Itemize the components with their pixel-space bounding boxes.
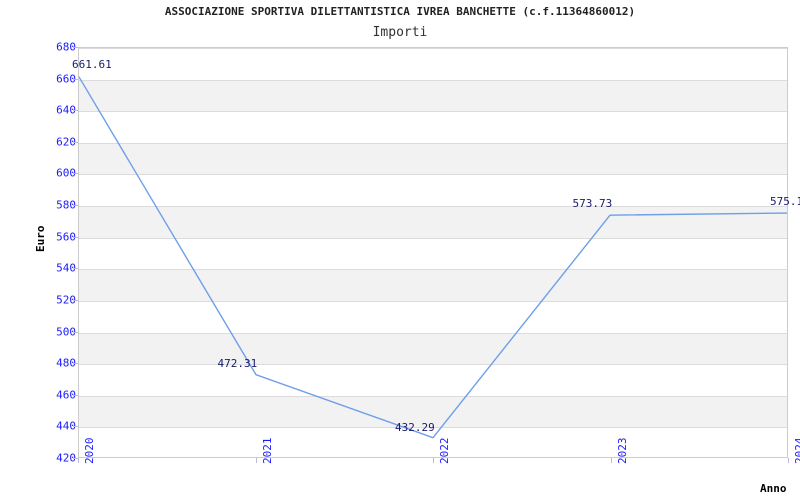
gridline xyxy=(79,48,787,49)
y-tick-mark xyxy=(73,458,78,459)
x-tick-mark xyxy=(611,458,612,463)
data-point-label: 573.73 xyxy=(572,196,613,210)
y-tick-label: 500 xyxy=(56,325,76,339)
y-tick-label: 660 xyxy=(56,72,76,86)
y-tick-mark xyxy=(73,268,78,269)
y-tick-label: 680 xyxy=(56,40,76,54)
x-axis-title: Anno xyxy=(760,482,787,495)
x-tick-label: 2020 xyxy=(83,437,96,465)
plot-area xyxy=(78,47,788,458)
data-point-label: 661.61 xyxy=(72,58,112,72)
data-point-label: 472.31 xyxy=(217,357,258,371)
y-tick-label: 560 xyxy=(56,230,76,244)
gridline xyxy=(79,333,787,334)
series-polyline xyxy=(79,77,787,438)
gridline xyxy=(79,269,787,270)
gridline xyxy=(79,143,787,144)
y-tick-mark xyxy=(73,332,78,333)
gridline xyxy=(79,206,787,207)
background-band xyxy=(79,206,787,238)
y-tick-label: 460 xyxy=(56,388,76,402)
data-point-label: 575.1 xyxy=(770,194,800,208)
background-band xyxy=(79,395,787,428)
y-tick-label: 420 xyxy=(56,451,76,465)
y-tick-mark xyxy=(73,363,78,364)
y-tick-mark xyxy=(73,173,78,174)
background-band xyxy=(79,332,787,365)
gridline xyxy=(79,396,787,397)
y-tick-label: 600 xyxy=(56,166,76,180)
y-tick-label: 580 xyxy=(56,198,76,212)
y-tick-mark xyxy=(73,237,78,238)
y-tick-mark xyxy=(73,205,78,206)
x-tick-label: 2024 xyxy=(793,437,800,465)
x-tick-mark xyxy=(78,458,79,463)
x-tick-mark xyxy=(788,458,789,463)
y-tick-label: 640 xyxy=(56,103,76,117)
gridline xyxy=(79,364,787,365)
data-point-label: 432.29 xyxy=(395,420,435,434)
background-band xyxy=(79,79,787,112)
x-tick-mark xyxy=(433,458,434,463)
y-tick-mark xyxy=(73,395,78,396)
y-tick-mark xyxy=(73,142,78,143)
chart-subtitle: Importi xyxy=(372,25,428,40)
y-tick-label: 480 xyxy=(56,356,76,370)
series-line-importi xyxy=(79,48,787,457)
y-tick-label: 520 xyxy=(56,293,76,307)
y-tick-label: 440 xyxy=(56,419,76,433)
gridline xyxy=(79,427,787,428)
y-tick-mark xyxy=(73,426,78,427)
y-tick-label: 620 xyxy=(56,135,76,149)
x-tick-label: 2022 xyxy=(438,437,451,465)
x-tick-mark xyxy=(256,458,257,463)
gridline xyxy=(79,174,787,175)
y-tick-mark xyxy=(73,110,78,111)
y-tick-mark xyxy=(73,79,78,80)
x-tick-label: 2021 xyxy=(260,437,274,465)
y-tick-mark xyxy=(73,300,78,301)
gridline xyxy=(79,301,787,302)
y-axis-title: Euro xyxy=(34,225,47,253)
background-band xyxy=(79,142,787,175)
gridline xyxy=(79,111,787,112)
x-tick-label: 2023 xyxy=(615,437,629,465)
chart-title: ASSOCIAZIONE SPORTIVA DILETTANTISTICA IV… xyxy=(164,5,636,18)
y-tick-label: 540 xyxy=(56,261,76,275)
gridline xyxy=(79,80,787,81)
gridline xyxy=(79,238,787,239)
y-tick-mark xyxy=(73,47,78,48)
